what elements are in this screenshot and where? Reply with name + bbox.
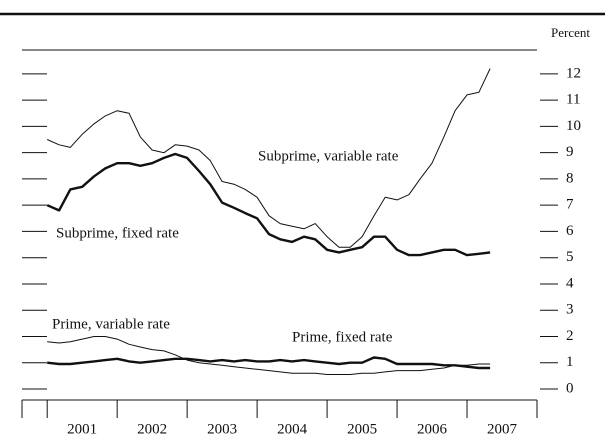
y-tick-label: 5 [566, 249, 574, 265]
annotation-bg [255, 147, 402, 167]
y-tick-label: 9 [566, 144, 574, 160]
y-tick-label: 8 [566, 170, 574, 186]
annotation-bg [53, 224, 182, 244]
y-tick-label: 10 [566, 118, 581, 134]
y-tick-label: 3 [566, 302, 574, 318]
x-tick-label: 2003 [207, 421, 237, 437]
y-tick-label: 7 [566, 197, 574, 213]
series-line [47, 336, 491, 375]
x-tick-label: 2005 [347, 421, 377, 437]
y-tick-label: 6 [566, 223, 574, 239]
x-tick-label: 2001 [67, 421, 97, 437]
y-tick-label: 1 [566, 354, 574, 370]
annotation-bg [289, 328, 396, 348]
annotation: Subprime, fixed rate [56, 225, 179, 241]
y-tick-label: 12 [566, 65, 581, 81]
x-tick-label: 2006 [417, 421, 448, 437]
annotation: Prime, variable rate [52, 316, 170, 332]
annotation: Prime, fixed rate [292, 329, 393, 345]
y-tick-label: 11 [566, 92, 580, 108]
x-tick-label: 2007 [487, 421, 518, 437]
x-tick-label: 2002 [137, 421, 167, 437]
annotation: Subprime, variable rate [258, 148, 399, 164]
y-tick-label: 2 [566, 328, 574, 344]
series-line [46, 152, 491, 257]
series-line [47, 356, 491, 370]
annotation-bg [49, 315, 173, 335]
series-line [46, 68, 491, 248]
y-tick-label: 0 [566, 380, 574, 396]
x-tick-label: 2004 [277, 421, 308, 437]
y-tick-label: 4 [566, 275, 574, 291]
y-axis-label: Percent [551, 25, 590, 40]
